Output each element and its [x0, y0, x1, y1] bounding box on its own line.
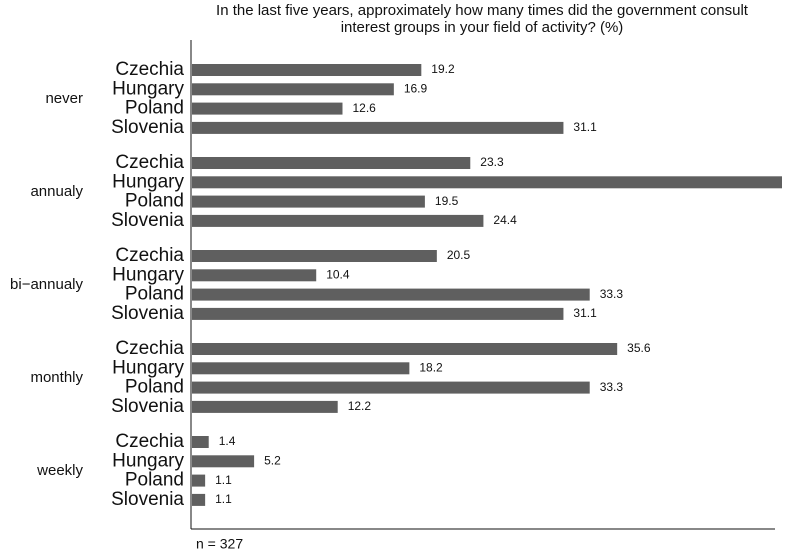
bar	[192, 362, 410, 375]
value-label: 16.9	[404, 81, 428, 95]
category-label: Slovenia	[111, 210, 184, 231]
bar	[192, 269, 317, 282]
category-label: Slovenia	[111, 396, 184, 417]
category-label: Hungary	[112, 450, 184, 471]
value-label: 12.6	[352, 101, 376, 115]
value-label: 31.1	[573, 306, 597, 320]
category-label: Poland	[125, 470, 184, 491]
category-label: Slovenia	[111, 303, 184, 324]
bar	[192, 400, 338, 413]
value-label: 35.6	[627, 341, 651, 355]
bar	[192, 176, 782, 189]
value-label: 1.4	[219, 434, 236, 448]
group-label: annualy	[30, 183, 83, 200]
chart-title: In the last five years, approximately ho…	[216, 2, 748, 36]
value-label: 5.2	[264, 453, 281, 467]
bar	[192, 250, 437, 262]
category-label: Poland	[125, 191, 184, 212]
category-label: Slovenia	[111, 489, 184, 510]
value-label: 19.2	[431, 62, 455, 76]
bar	[192, 474, 206, 487]
category-label: Czechia	[115, 338, 184, 359]
value-label: 23.3	[480, 155, 504, 169]
category-label: Poland	[125, 98, 184, 119]
bar	[192, 455, 255, 468]
category-label: Hungary	[112, 78, 184, 99]
bar	[192, 83, 394, 96]
bar	[192, 214, 484, 227]
bar	[192, 307, 564, 320]
value-label: 33.3	[600, 287, 624, 301]
bar	[192, 381, 590, 394]
value-label: 19.5	[435, 194, 459, 208]
value-label: 1.1	[215, 473, 232, 487]
category-label: Czechia	[115, 431, 184, 452]
bar	[192, 64, 422, 76]
bar	[192, 436, 209, 448]
category-label: Slovenia	[111, 117, 184, 138]
value-label: 12.2	[348, 399, 372, 413]
group-label: never	[45, 90, 83, 107]
group-label: monthly	[30, 369, 83, 386]
bar	[192, 121, 564, 134]
category-label: Poland	[125, 377, 184, 398]
value-label: 24.4	[493, 213, 517, 227]
value-label: 33.3	[600, 380, 624, 394]
bar	[192, 288, 590, 301]
category-label: Hungary	[112, 171, 184, 192]
value-label: 1.1	[215, 492, 232, 506]
value-label: 18.2	[419, 360, 443, 374]
category-label: Czechia	[115, 245, 184, 266]
value-label: 20.5	[447, 248, 471, 262]
bar	[192, 195, 425, 208]
bar	[192, 102, 343, 115]
footnote: n = 327	[196, 536, 243, 552]
group-label: weekly	[36, 462, 83, 479]
bar	[192, 157, 471, 169]
category-label: Hungary	[112, 357, 184, 378]
category-label: Hungary	[112, 264, 184, 285]
category-label: Poland	[125, 284, 184, 305]
bar	[192, 343, 618, 355]
category-label: Czechia	[115, 152, 184, 173]
value-label: 31.1	[573, 120, 597, 134]
bar	[192, 493, 206, 506]
category-label: Czechia	[115, 59, 184, 80]
value-label: 10.4	[326, 267, 350, 281]
group-label: bi−annualy	[10, 276, 83, 293]
